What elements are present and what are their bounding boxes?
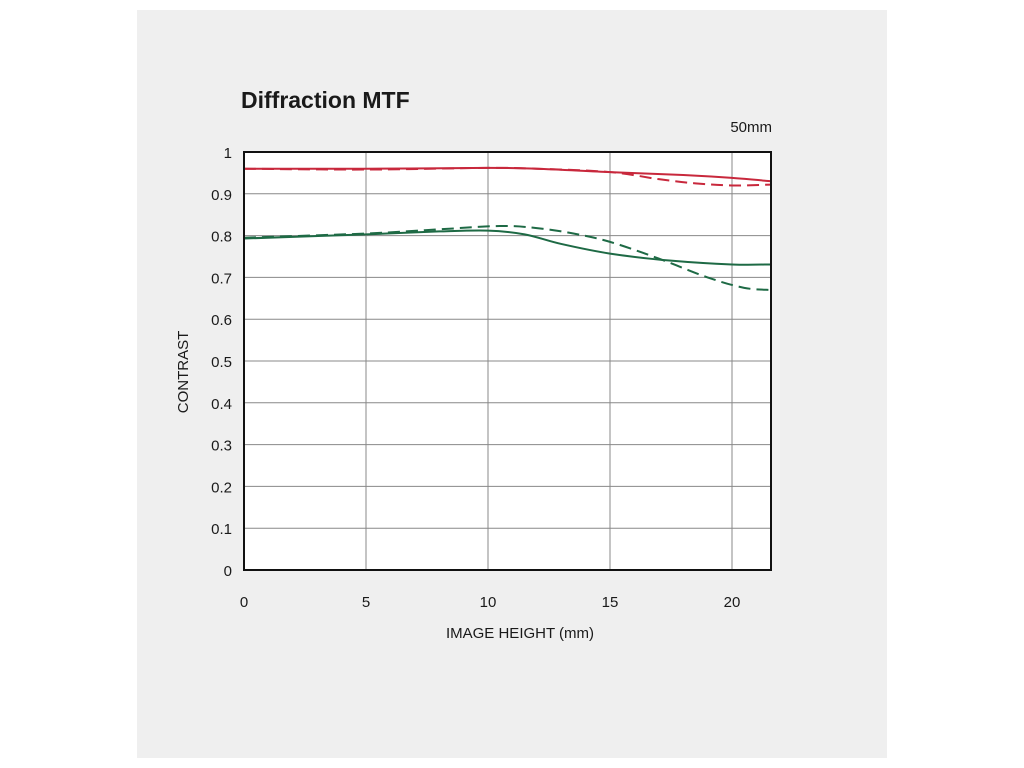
y-axis-label: CONTRAST — [175, 331, 192, 414]
y-tick-label: 1 — [224, 145, 232, 162]
y-tick-label: 0 — [224, 563, 232, 580]
series-line-1 — [243, 166, 772, 187]
y-tick-label: 0.3 — [211, 438, 232, 455]
y-tick-label: 0.4 — [211, 396, 232, 413]
x-tick-label: 10 — [480, 594, 497, 611]
x-tick-label: 15 — [602, 594, 619, 611]
chart-subtitle: 50mm — [730, 119, 772, 136]
y-tick-label: 0.2 — [211, 479, 232, 496]
x-axis-label: IMAGE HEIGHT (mm) — [446, 625, 594, 642]
series-line-3 — [243, 224, 772, 291]
y-tick-label: 0.6 — [211, 312, 232, 329]
x-tick-label: 20 — [724, 594, 741, 611]
y-tick-label: 0.7 — [211, 270, 232, 287]
chart-title: Diffraction MTF — [241, 87, 410, 113]
y-tick-label: 0.1 — [211, 521, 232, 538]
y-tick-label: 0.5 — [211, 354, 232, 371]
y-tick-label: 0.8 — [211, 229, 232, 246]
y-tick-label: 0.9 — [211, 187, 232, 204]
x-tick-label: 0 — [240, 594, 248, 611]
x-tick-label: 5 — [362, 594, 370, 611]
plot-border — [243, 151, 772, 571]
